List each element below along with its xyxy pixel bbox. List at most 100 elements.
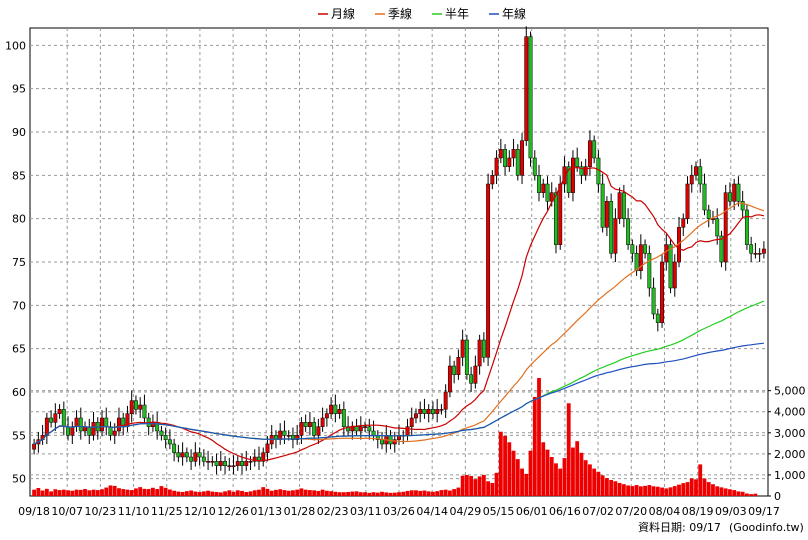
volume-bar: [100, 489, 104, 496]
volume-bar: [613, 481, 618, 496]
candle-up: [638, 244, 643, 271]
volume-bar: [469, 475, 474, 496]
candle-up: [324, 413, 329, 419]
volume-bar: [274, 489, 278, 496]
volume-bar: [664, 488, 669, 496]
volume-bar: [354, 491, 359, 496]
legend-label: 半年: [445, 7, 469, 21]
volume-bar: [57, 490, 62, 496]
candle-up: [206, 461, 211, 463]
volume-bar: [507, 442, 512, 496]
volume-bar: [630, 486, 635, 496]
candle-up: [414, 413, 418, 419]
volume-bar: [545, 449, 550, 496]
volume-bar: [295, 489, 300, 496]
candle-down: [715, 218, 720, 237]
candle-down: [240, 461, 244, 466]
candle-down: [430, 409, 435, 414]
x-tick-label: 07/02: [582, 505, 614, 518]
footer-source: (Goodinfo.tw): [729, 521, 804, 534]
volume-bar: [515, 459, 520, 496]
candle-down: [388, 435, 393, 445]
candle-down: [371, 430, 376, 436]
volume-bar: [481, 474, 486, 496]
volume-bar: [452, 489, 457, 496]
x-tick-label: 04/14: [416, 505, 448, 518]
x-tick-label: 12/10: [184, 505, 216, 518]
candle-down: [189, 456, 194, 462]
volume-bar: [685, 482, 690, 496]
volume-bar: [626, 485, 631, 496]
candle-up: [571, 157, 575, 193]
volume-bar: [397, 492, 401, 496]
volume-bar: [176, 491, 181, 496]
candle-down: [719, 235, 724, 263]
ma-line: [33, 166, 765, 462]
candle-down: [66, 426, 71, 436]
candle-up: [761, 248, 766, 254]
volume-bar: [647, 485, 652, 496]
candle-up: [604, 201, 609, 228]
x-tick-label: 02/23: [317, 505, 349, 518]
candle-down: [312, 422, 317, 436]
candle-up: [70, 426, 75, 436]
candle-down: [87, 426, 92, 436]
volume-bar: [87, 490, 92, 496]
volume-bar: [740, 491, 745, 496]
volume-bar: [180, 491, 185, 496]
candle-down: [706, 209, 711, 219]
volume-bar: [61, 489, 66, 496]
x-tick-label: 01/13: [250, 505, 282, 518]
candle-down: [159, 430, 164, 436]
volume-bar: [549, 457, 554, 496]
volume-bar: [541, 442, 546, 496]
candle-up: [278, 430, 283, 440]
x-tick-label: 03/26: [383, 505, 415, 518]
volume-bar: [579, 452, 584, 496]
volume-bar: [736, 491, 741, 496]
candle-up: [32, 443, 37, 450]
candle-up: [74, 417, 79, 427]
candle-down: [481, 339, 486, 358]
candle-down: [176, 452, 181, 458]
volume-bar: [142, 488, 147, 496]
candle-down: [49, 417, 54, 423]
price-tick-label: 80: [12, 213, 26, 226]
candle-up: [558, 183, 563, 245]
volume-bar: [732, 490, 737, 496]
price-tick-label: 65: [12, 343, 26, 356]
candle-up: [44, 417, 49, 436]
volume-bar: [706, 482, 711, 496]
volume-bar: [503, 435, 507, 496]
candle-up: [91, 422, 96, 436]
volume-bar: [201, 491, 206, 496]
volume-bar: [286, 490, 291, 496]
candle-up: [672, 261, 677, 289]
volume-bar: [134, 488, 138, 496]
candle-down: [736, 183, 741, 202]
volume-bar: [588, 464, 592, 496]
candle-down: [643, 244, 648, 254]
legend-label: 年線: [502, 6, 526, 21]
x-tick-label: 06/01: [516, 505, 548, 518]
candle-down: [354, 426, 359, 432]
volume-bar: [418, 490, 423, 496]
volume-bar: [193, 491, 198, 496]
candle-down: [579, 166, 584, 176]
candle-up: [426, 409, 431, 414]
volume-bar: [677, 484, 681, 496]
volume-bar: [426, 491, 431, 496]
volume-bar: [392, 492, 397, 496]
volume-tick-label: 1,000: [774, 469, 806, 482]
volume-bar: [414, 490, 418, 496]
volume-bar: [337, 492, 342, 496]
candle-up: [138, 404, 143, 410]
x-tick-label: 07/20: [615, 505, 647, 518]
candle-up: [286, 435, 291, 437]
volume-bar: [108, 485, 113, 496]
volume-bar: [312, 490, 317, 496]
volume-bar: [409, 490, 414, 496]
volume-tick-label: 2,000: [774, 448, 806, 461]
footer-date: 資料日期: 09/17: [638, 520, 721, 534]
